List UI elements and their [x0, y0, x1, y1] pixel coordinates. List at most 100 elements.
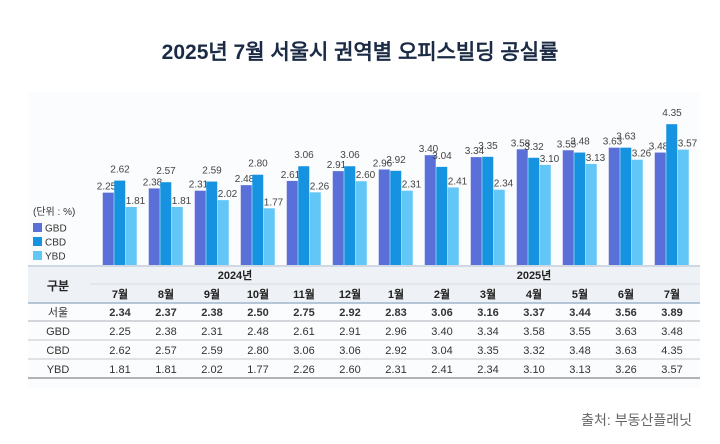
table-cell: 2.60 — [339, 364, 360, 376]
table-cell: 3.06 — [431, 307, 452, 319]
table-cell: 2.37 — [155, 307, 176, 319]
bar-gbd — [424, 155, 436, 266]
data-label: 2.31 — [189, 180, 209, 191]
data-label: 2.92 — [386, 155, 406, 166]
bar-ybd — [401, 190, 413, 266]
table-cell: 1.81 — [109, 364, 130, 376]
bar-ybd — [171, 206, 183, 266]
table-cell: 3.06 — [293, 345, 314, 357]
month-label: 1월 — [388, 287, 404, 301]
row-label: GBD — [46, 326, 70, 338]
bar-ybd — [631, 159, 643, 266]
table-cell: 2.61 — [293, 326, 314, 338]
table-cell: 2.83 — [385, 307, 406, 319]
bar-ybd — [309, 192, 321, 266]
data-label: 3.57 — [678, 139, 698, 150]
table-cell: 2.75 — [293, 307, 314, 319]
legend-label: CBD — [45, 238, 66, 249]
data-label: 2.41 — [448, 176, 468, 187]
data-label: 2.59 — [202, 166, 222, 177]
table-cell: 4.35 — [661, 345, 682, 357]
bar-gbd — [562, 150, 574, 266]
table-cell: 2.50 — [247, 307, 268, 319]
year-label: 2025년 — [517, 268, 552, 282]
bar-ybd — [217, 200, 229, 266]
bar-cbd — [160, 182, 172, 266]
data-label: 2.26 — [310, 181, 330, 192]
data-label: 3.55 — [557, 139, 577, 150]
data-label: 3.06 — [340, 150, 360, 161]
table-cell: 3.40 — [431, 326, 452, 338]
bar-cbd — [344, 166, 356, 266]
bar-ybd — [263, 208, 275, 266]
table-cell: 3.63 — [615, 326, 636, 338]
table-cell: 2.92 — [385, 345, 406, 357]
data-label: 2.61 — [281, 170, 301, 181]
month-label: 7월 — [112, 287, 128, 301]
data-label: 3.58 — [511, 138, 531, 149]
bar-gbd — [654, 152, 666, 266]
table-cell: 2.96 — [385, 326, 406, 338]
unit-label: (단위 : %) — [33, 205, 75, 218]
table-cell: 3.13 — [569, 364, 590, 376]
month-label: 10월 — [247, 287, 269, 301]
data-label: 2.60 — [356, 170, 376, 181]
data-label: 2.48 — [235, 174, 255, 185]
bar-ybd — [493, 189, 505, 266]
bar-ybd — [539, 164, 551, 266]
table-cell: 2.38 — [155, 326, 176, 338]
table-cell: 2.91 — [339, 326, 360, 338]
row-label: CBD — [46, 345, 69, 357]
bar-ybd — [125, 206, 137, 266]
legend-swatch-gbd — [33, 223, 42, 232]
table-cell: 2.02 — [201, 364, 222, 376]
table-cell: 2.80 — [247, 345, 268, 357]
table-cell: 2.59 — [201, 345, 222, 357]
bar-ybd — [585, 163, 597, 266]
bar-gbd — [102, 192, 114, 266]
bar-cbd — [620, 147, 632, 266]
data-label: 2.96 — [373, 159, 393, 170]
data-label: 3.26 — [632, 149, 652, 160]
month-label: 5월 — [572, 287, 588, 301]
year-label: 2024년 — [218, 268, 253, 282]
table-cell: 2.31 — [201, 326, 222, 338]
table-header-label: 구분 — [47, 279, 69, 293]
data-label: 2.02 — [218, 189, 238, 200]
data-label: 2.25 — [97, 182, 117, 193]
data-label: 3.48 — [570, 137, 590, 148]
table-cell: 2.26 — [293, 364, 314, 376]
bar-gbd — [516, 149, 528, 266]
data-label: 2.34 — [494, 179, 514, 190]
legend-swatch-ybd — [33, 251, 42, 260]
data-label: 3.10 — [540, 154, 560, 165]
month-label: 2월 — [434, 287, 450, 301]
table-cell: 2.34 — [109, 307, 131, 319]
row-label: YBD — [47, 364, 70, 376]
bar-ybd — [355, 181, 367, 266]
row-label: 서울 — [48, 306, 68, 319]
table-cell: 3.37 — [523, 307, 544, 319]
data-label: 3.13 — [586, 153, 606, 164]
data-label: 2.57 — [156, 166, 176, 177]
data-label: 2.62 — [110, 165, 130, 176]
table-cell: 3.58 — [523, 326, 544, 338]
bar-cbd — [666, 124, 678, 266]
table-cell: 3.63 — [615, 345, 636, 357]
bar-gbd — [286, 180, 298, 266]
source-note: 출처: 부동산플래닛 — [581, 412, 692, 428]
table-cell: 2.57 — [155, 345, 176, 357]
bar-gbd — [608, 147, 620, 266]
bar-cbd — [436, 166, 448, 266]
bar-cbd — [298, 166, 310, 266]
month-label: 6월 — [618, 287, 634, 301]
table-cell: 3.32 — [523, 345, 544, 357]
month-label: 9월 — [204, 287, 220, 301]
table-cell: 1.81 — [155, 364, 176, 376]
table-cell: 3.04 — [431, 345, 452, 357]
bar-gbd — [378, 169, 390, 266]
bar-gbd — [194, 190, 206, 266]
data-label: 3.32 — [524, 142, 544, 153]
legend-swatch-cbd — [33, 237, 42, 246]
